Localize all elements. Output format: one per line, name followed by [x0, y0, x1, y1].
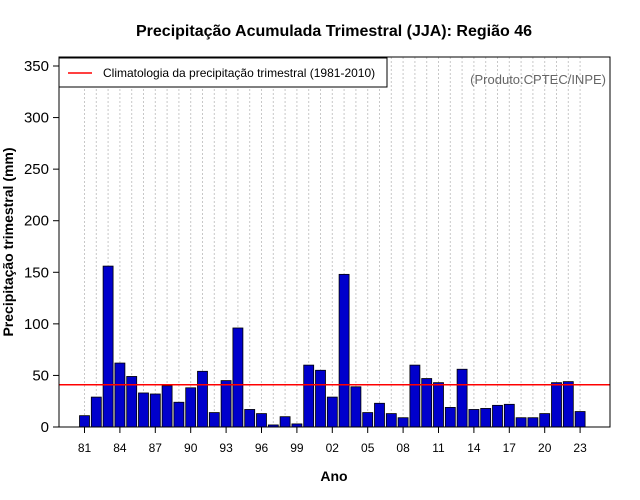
plot-frame — [58, 56, 611, 428]
bar-2018 — [515, 417, 527, 428]
bar-2000 — [303, 364, 315, 428]
bar-1989 — [173, 401, 185, 428]
bar-1988 — [161, 385, 173, 428]
bar-2008 — [397, 417, 409, 428]
x-tick-label: 20 — [538, 441, 552, 455]
x-tick-label: 05 — [361, 441, 375, 455]
x-tick-label: 99 — [290, 441, 304, 455]
x-tick-label: 23 — [573, 441, 587, 455]
bar-1981 — [79, 415, 90, 428]
bar-2012 — [444, 407, 456, 428]
bar-1991 — [197, 370, 208, 428]
legend: Climatologia da precipitação trimestral … — [58, 57, 388, 88]
grid-layer — [84, 57, 581, 427]
y-axis-title: Precipitação trimestral (mm) — [0, 147, 16, 336]
x-tick-label: 08 — [396, 441, 410, 455]
y-tick-label: 300 — [24, 110, 49, 127]
bar-2013 — [456, 368, 468, 428]
bar-2006 — [374, 402, 385, 428]
bar-1992 — [208, 412, 220, 428]
bar-2010 — [421, 378, 433, 428]
bar-2019 — [527, 417, 539, 428]
product-credit: (Produto:CPTEC/INPE) — [470, 72, 606, 87]
bar-1982 — [90, 396, 102, 428]
x-tick-label: 93 — [219, 441, 233, 455]
axis-layer: 0 50 100 150 200 250 300 350 81 84 87 90 93 96 99 02 05 0… — [24, 58, 587, 455]
bar-2009 — [409, 364, 421, 428]
y-tick-label: 250 — [24, 161, 49, 178]
x-tick-label: 90 — [184, 441, 198, 455]
bar-1993 — [220, 380, 232, 428]
bar-2005 — [362, 412, 374, 428]
chart-title: Precipitação Acumulada Trimestral (JJA):… — [136, 23, 532, 40]
bar-1990 — [185, 387, 197, 428]
bar-1986 — [138, 392, 149, 428]
bar-1984 — [114, 362, 126, 428]
legend-box — [58, 57, 388, 88]
x-tick-label: 84 — [113, 441, 127, 455]
bar-2004 — [350, 386, 362, 428]
bar-2011 — [433, 382, 444, 428]
y-tick-label: 100 — [24, 316, 49, 333]
bar-1983 — [102, 265, 114, 428]
bar-2007 — [385, 413, 397, 428]
bar-2017 — [503, 403, 515, 428]
bar-2002 — [326, 396, 338, 428]
x-tick-label: 14 — [467, 441, 481, 455]
y-tick-label: 200 — [24, 213, 49, 230]
bar-2003 — [338, 273, 350, 428]
x-tick-label: 17 — [503, 441, 517, 455]
x-axis-title: Ano — [320, 468, 347, 484]
y-tick-label: 350 — [24, 58, 49, 75]
x-tick-label: 02 — [326, 441, 340, 455]
bar-2021 — [551, 382, 562, 428]
bar-1994 — [232, 327, 244, 428]
bar-2015 — [480, 408, 492, 428]
bar-2022 — [562, 381, 574, 428]
y-tick-label: 150 — [24, 264, 49, 281]
legend-climatology-label: Climatologia da precipitação trimestral … — [103, 66, 375, 80]
bar-1996 — [256, 413, 267, 428]
bar-2020 — [539, 413, 551, 428]
bar-2001 — [315, 369, 326, 428]
x-tick-label: 96 — [255, 441, 269, 455]
x-tick-label: 87 — [149, 441, 163, 455]
bar-layer — [59, 265, 610, 428]
bar-1987 — [149, 393, 161, 428]
x-tick-label: 81 — [78, 441, 92, 455]
bar-1998 — [279, 416, 291, 428]
bar-2014 — [468, 409, 480, 428]
bar-2023 — [574, 411, 586, 428]
y-tick-label: 0 — [41, 419, 49, 436]
x-tick-label: 11 — [432, 441, 445, 455]
y-tick-label: 50 — [32, 367, 49, 384]
bar-2016 — [492, 404, 503, 428]
bar-1995 — [244, 409, 256, 428]
